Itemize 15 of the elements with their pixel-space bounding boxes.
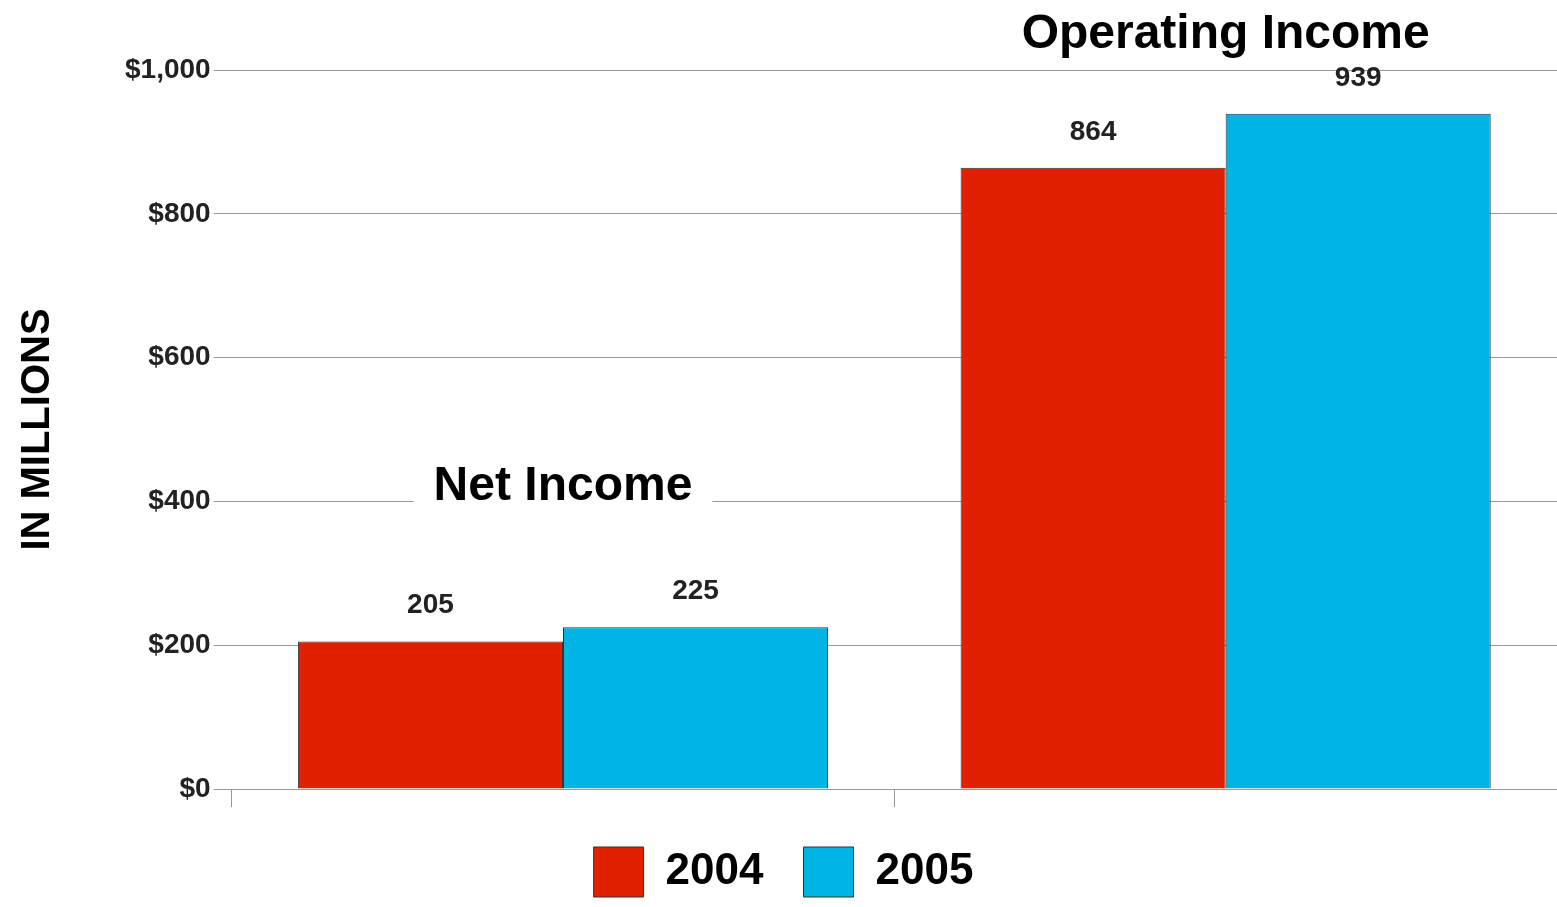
- data-label: 939: [1334, 60, 1382, 92]
- legend-label: 2005: [875, 844, 974, 894]
- y-tick-label: $800: [148, 196, 211, 228]
- y-tick-label: $0: [179, 771, 211, 803]
- y-tick-label: $600: [148, 340, 211, 372]
- x-tick-label: Operating Income: [1021, 5, 1430, 59]
- y-axis-title: IN MILLIONS: [13, 308, 58, 551]
- data-label: 864: [1069, 114, 1117, 146]
- y-tick-label: $400: [148, 484, 211, 516]
- x-tick-label: Net Income: [433, 457, 693, 511]
- data-label: 205: [407, 588, 454, 620]
- y-tick-label: $200: [148, 627, 211, 659]
- data-label: 225: [672, 573, 719, 605]
- legend-label: 2004: [665, 844, 765, 894]
- y-tick-label: $1,000: [125, 52, 211, 84]
